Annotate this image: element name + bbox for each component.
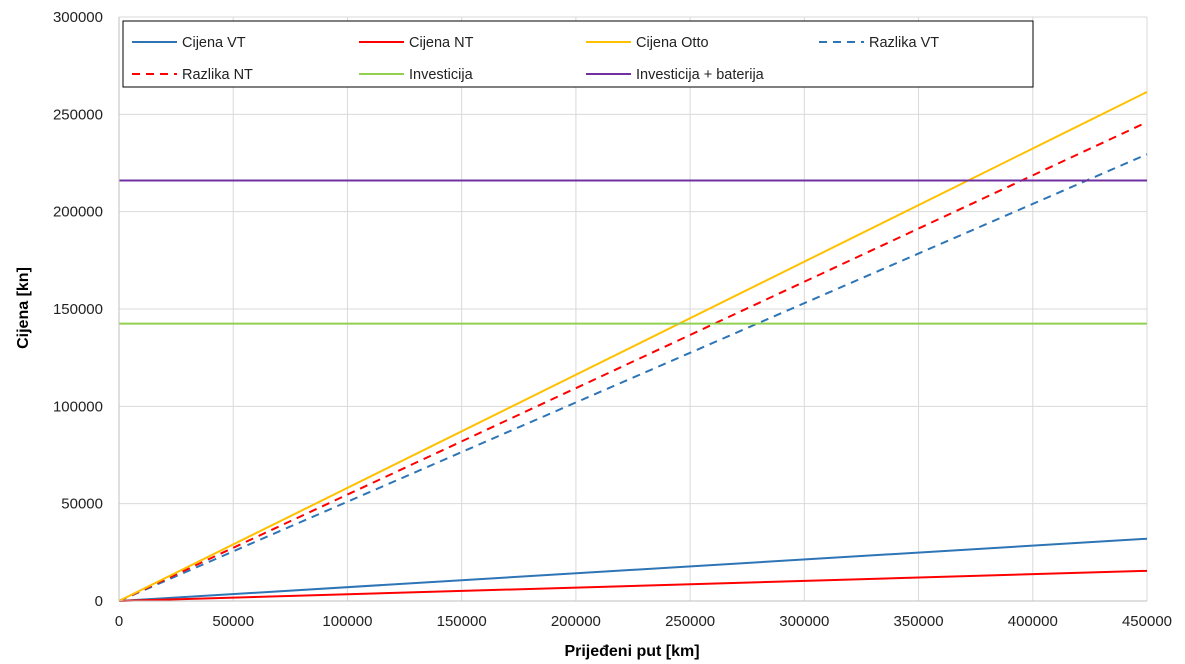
x-tick-label: 0	[115, 613, 123, 630]
legend-box	[122, 20, 1034, 88]
series-line-razlika-vt	[118, 153, 1148, 602]
series-line-cijena-nt	[118, 569, 1148, 602]
y-tick-labels: 0 50000 100000 150000 200000 250000 300000	[53, 9, 103, 610]
y-axis-title: Cijena [kn]	[15, 267, 32, 349]
legend-label: Razlika NT	[182, 67, 253, 83]
legend-label: Investicija	[409, 67, 474, 83]
x-tick-label: 350000	[894, 613, 944, 630]
series-line-cijena-otto	[118, 91, 1148, 602]
legend-label: Cijena VT	[182, 35, 246, 51]
legend: Cijena VT Cijena NT Cijena Otto Razlika VT R…	[122, 20, 1034, 88]
y-tick-label: 100000	[53, 398, 103, 415]
x-axis-title: Prijeđeni put [km]	[564, 643, 699, 660]
legend-label: Investicija + baterija	[636, 67, 765, 83]
x-tick-label: 300000	[779, 613, 829, 630]
y-tick-label: 50000	[61, 496, 103, 513]
series-line-cijena-vt	[118, 537, 1148, 602]
legend-label: Cijena Otto	[636, 35, 709, 51]
y-tick-label: 150000	[53, 301, 103, 318]
y-tick-label: 200000	[53, 204, 103, 221]
y-tick-label: 250000	[53, 106, 103, 123]
y-tick-label: 300000	[53, 9, 103, 26]
y-tick-label: 0	[95, 593, 103, 610]
x-tick-label: 50000	[212, 613, 254, 630]
x-tick-labels: 0 50000 100000 150000 200000 250000 300000 3500…	[115, 613, 1172, 630]
gridlines	[118, 16, 1148, 602]
x-tick-label: 100000	[322, 613, 372, 630]
x-tick-label: 200000	[551, 613, 601, 630]
series-lines	[118, 91, 1148, 602]
axes	[118, 17, 1147, 602]
x-tick-label: 150000	[437, 613, 487, 630]
series-line-razlika-nt	[118, 121, 1148, 602]
x-tick-label: 250000	[665, 613, 715, 630]
legend-label: Razlika VT	[869, 35, 939, 51]
legend-label: Cijena NT	[409, 35, 474, 51]
x-tick-label: 450000	[1122, 613, 1172, 630]
x-tick-label: 400000	[1008, 613, 1058, 630]
